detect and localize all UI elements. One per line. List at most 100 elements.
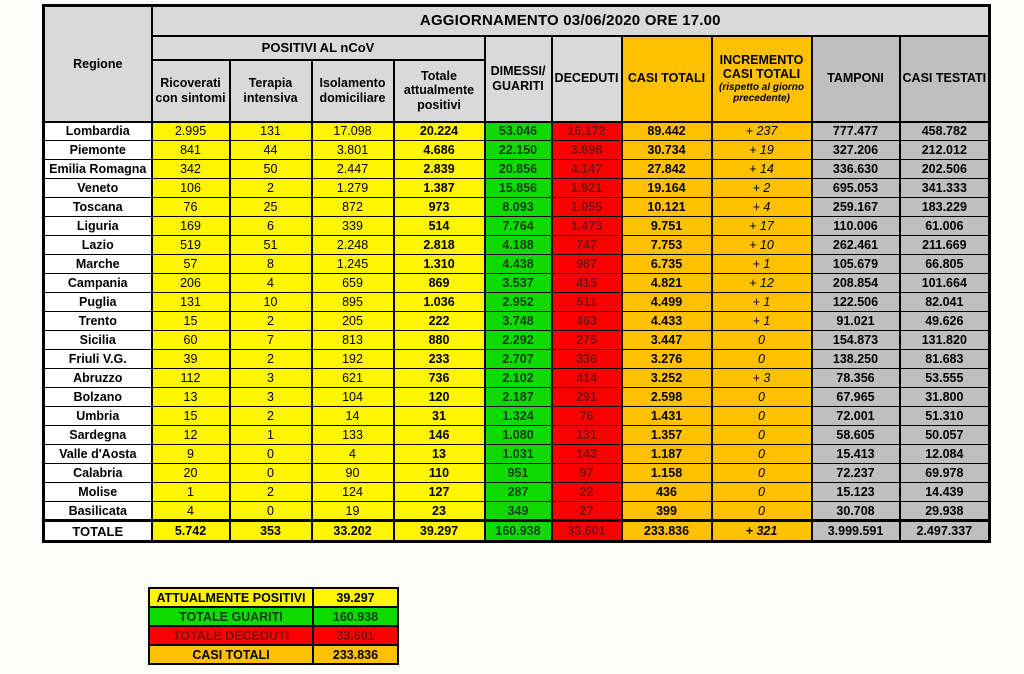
totale-positivi-cell: 4.686 — [392, 140, 486, 160]
column-header-isolamento: Isolamento domiciliare — [310, 58, 395, 123]
isolamento-cell: 14 — [310, 406, 395, 426]
region-row: Liguria 169 6 339 514 7.764 1.473 9.751 … — [42, 216, 991, 236]
casi-totali-cell: 1.187 — [620, 444, 713, 464]
column-header-casi-testati: CASI TESTATI — [898, 34, 991, 123]
casi-totali-cell: 3.252 — [620, 368, 713, 388]
summary-casi-label: CASI TOTALI — [148, 644, 314, 665]
totale-positivi-cell: 13 — [392, 444, 486, 464]
casi-totali-cell: 6.735 — [620, 254, 713, 274]
totale-positivi-cell: 973 — [392, 197, 486, 217]
region-row: Piemonte 841 44 3.801 4.686 22.150 3.898… — [42, 140, 991, 160]
casi-totali-cell: 89.442 — [620, 121, 713, 141]
tamponi-cell: 72.001 — [810, 406, 901, 426]
tamponi-cell: 259.167 — [810, 197, 901, 217]
ricoverati-cell: 76 — [150, 197, 231, 217]
incremento-cell: + 4 — [710, 197, 813, 217]
incremento-subnote: (rispetto al giorno precedente) — [719, 82, 804, 105]
isolamento-cell: 2.447 — [310, 159, 395, 179]
terapia-cell: 3 — [228, 368, 313, 388]
tamponi-cell: 30.708 — [810, 501, 901, 521]
ricoverati-cell: 169 — [150, 216, 231, 236]
deceduti-cell: 987 — [550, 254, 623, 274]
region-row: Trento 15 2 205 222 3.748 463 4.433 + 1 … — [42, 311, 991, 331]
incremento-cell: + 1 — [710, 292, 813, 312]
casi-totali-cell: 30.734 — [620, 140, 713, 160]
totale-positivi-cell: 1.036 — [392, 292, 486, 312]
region-row: Calabria 20 0 90 110 951 97 1.158 0 72.2… — [42, 463, 991, 483]
casi-totali-cell: 1.158 — [620, 463, 713, 483]
casi-totali-cell: 3.276 — [620, 349, 713, 369]
deceduti-cell: 511 — [550, 292, 623, 312]
region-row: Valle d'Aosta 9 0 4 13 1.031 143 1.187 0… — [42, 444, 991, 464]
region-name-cell: Lombardia — [42, 121, 153, 141]
region-row: Toscana 76 25 872 973 8.093 1.055 10.121… — [42, 197, 991, 217]
totale-positivi-cell: 1.310 — [392, 254, 486, 274]
region-name-cell: Sardegna — [42, 425, 153, 445]
totale-positivi-cell: 222 — [392, 311, 486, 331]
isolamento-cell: 4 — [310, 444, 395, 464]
totale-positivi-cell: 2.818 — [392, 235, 486, 255]
region-name-cell: Abruzzo — [42, 368, 153, 388]
region-row: Bolzano 13 3 104 120 2.187 291 2.598 0 6… — [42, 387, 991, 407]
terapia-cell: 6 — [228, 216, 313, 236]
guariti-cell: 287 — [483, 482, 553, 502]
region-row: Sicilia 60 7 813 880 2.292 275 3.447 0 1… — [42, 330, 991, 350]
ricoverati-cell: 206 — [150, 273, 231, 293]
incremento-cell: + 1 — [710, 311, 813, 331]
deceduti-cell: 415 — [550, 273, 623, 293]
tamponi-cell: 138.250 — [810, 349, 901, 369]
casi-testati-cell: 82.041 — [898, 292, 991, 312]
totale-tamponi-cell: 3.999.591 — [810, 519, 901, 543]
totale-positivi-cell: 39.297 — [392, 519, 486, 543]
deceduti-cell: 3.898 — [550, 140, 623, 160]
casi-totali-cell: 10.121 — [620, 197, 713, 217]
casi-testati-cell: 50.057 — [898, 425, 991, 445]
isolamento-cell: 17.098 — [310, 121, 395, 141]
totale-positivi-cell: 880 — [392, 330, 486, 350]
isolamento-cell: 813 — [310, 330, 395, 350]
casi-testati-cell: 81.683 — [898, 349, 991, 369]
ricoverati-cell: 15 — [150, 406, 231, 426]
totale-positivi-cell: 869 — [392, 273, 486, 293]
column-header-tamponi: TAMPONI — [810, 34, 901, 123]
region-name-cell: Friuli V.G. — [42, 349, 153, 369]
region-name-cell: Molise — [42, 482, 153, 502]
casi-testati-cell: 49.626 — [898, 311, 991, 331]
incremento-cell: + 14 — [710, 159, 813, 179]
isolamento-cell: 133 — [310, 425, 395, 445]
incremento-cell: + 12 — [710, 273, 813, 293]
totale-positivi-cell: 233 — [392, 349, 486, 369]
region-name-cell: Trento — [42, 311, 153, 331]
update-title: AGGIORNAMENTO 03/06/2020 ORE 17.00 — [150, 4, 991, 37]
terapia-cell: 3 — [228, 387, 313, 407]
casi-totali-cell: 27.842 — [620, 159, 713, 179]
region-row: Campania 206 4 659 869 3.537 415 4.821 +… — [42, 273, 991, 293]
guariti-cell: 2.102 — [483, 368, 553, 388]
tamponi-cell: 208.854 — [810, 273, 901, 293]
casi-testati-cell: 66.805 — [898, 254, 991, 274]
guariti-cell: 53.046 — [483, 121, 553, 141]
totale-positivi-cell: 110 — [392, 463, 486, 483]
incremento-cell: + 237 — [710, 121, 813, 141]
casi-testati-cell: 202.506 — [898, 159, 991, 179]
deceduti-cell: 747 — [550, 235, 623, 255]
ricoverati-cell: 2.995 — [150, 121, 231, 141]
deceduti-cell: 131 — [550, 425, 623, 445]
casi-testati-cell: 101.664 — [898, 273, 991, 293]
isolamento-cell: 339 — [310, 216, 395, 236]
column-header-totale-positivi: Totale attualmente positivi — [392, 58, 486, 123]
ricoverati-cell: 841 — [150, 140, 231, 160]
incremento-cell: 0 — [710, 349, 813, 369]
ricoverati-cell: 131 — [150, 292, 231, 312]
tamponi-cell: 110.006 — [810, 216, 901, 236]
casi-testati-cell: 53.555 — [898, 368, 991, 388]
tamponi-cell: 695.053 — [810, 178, 901, 198]
isolamento-cell: 895 — [310, 292, 395, 312]
casi-testati-cell: 12.084 — [898, 444, 991, 464]
totale-positivi-cell: 736 — [392, 368, 486, 388]
guariti-cell: 4.438 — [483, 254, 553, 274]
ricoverati-cell: 342 — [150, 159, 231, 179]
tamponi-cell: 336.630 — [810, 159, 901, 179]
guariti-cell: 20.856 — [483, 159, 553, 179]
